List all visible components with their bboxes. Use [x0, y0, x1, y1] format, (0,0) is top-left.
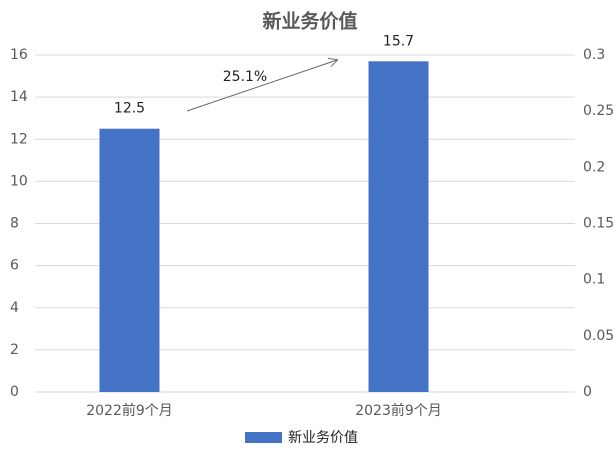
value-label: 12.5	[114, 101, 145, 117]
y-tick-label: 8	[10, 216, 19, 232]
growth-arrow	[186, 60, 337, 112]
annotation: 25.1%	[223, 69, 267, 85]
value-label: 15.7	[383, 33, 414, 49]
y-tick-label: 16	[10, 47, 28, 63]
x-tick-label: 2022前9个月	[86, 402, 173, 419]
y-tick-label: 14	[10, 89, 28, 105]
y-tick-label: 2	[10, 342, 19, 358]
y2-tick-label: 0.25	[583, 103, 614, 119]
legend-swatch	[245, 432, 282, 443]
y2-tick-label: 0.3	[583, 47, 605, 63]
y2-tick-label: 0	[583, 384, 592, 400]
x-tick-label: 2023前9个月	[355, 402, 442, 419]
bar	[99, 128, 160, 392]
bar	[368, 61, 429, 392]
y-tick-label: 0	[10, 384, 19, 400]
y-tick-label: 6	[10, 258, 19, 274]
legend-label: 新业务价值	[288, 430, 358, 446]
y2-tick-label: 0.2	[583, 159, 605, 175]
y2-tick-label: 0.1	[583, 272, 605, 288]
y2-tick-label: 0.05	[583, 328, 614, 344]
chart-title: 新业务价值	[262, 10, 357, 33]
y-tick-label: 10	[10, 173, 28, 189]
y2-tick-label: 0.15	[583, 216, 614, 232]
y-tick-label: 12	[10, 131, 28, 147]
y-tick-label: 4	[10, 300, 19, 316]
